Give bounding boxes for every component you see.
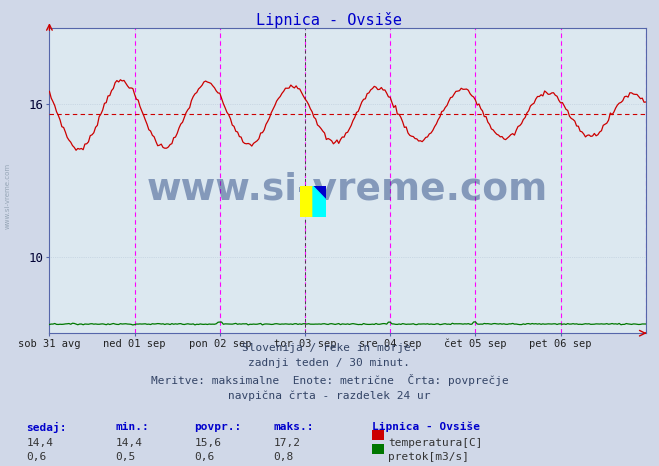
Text: temperatura[C]: temperatura[C]: [388, 438, 482, 448]
Text: 15,6: 15,6: [194, 438, 221, 448]
Text: maks.:: maks.:: [273, 422, 314, 432]
Text: 0,5: 0,5: [115, 452, 136, 462]
Text: 0,8: 0,8: [273, 452, 294, 462]
Text: zadnji teden / 30 minut.: zadnji teden / 30 minut.: [248, 358, 411, 368]
Polygon shape: [313, 186, 326, 217]
Text: www.si-vreme.com: www.si-vreme.com: [147, 172, 548, 208]
Text: povpr.:: povpr.:: [194, 422, 242, 432]
Text: Lipnica - Ovsiše: Lipnica - Ovsiše: [256, 12, 403, 27]
Polygon shape: [300, 186, 313, 217]
Text: pretok[m3/s]: pretok[m3/s]: [388, 452, 469, 462]
Polygon shape: [313, 186, 326, 217]
Text: min.:: min.:: [115, 422, 149, 432]
Text: Meritve: maksimalne  Enote: metrične  Črta: povprečje: Meritve: maksimalne Enote: metrične Črta…: [151, 374, 508, 386]
Text: Slovenija / reke in morje.: Slovenija / reke in morje.: [242, 343, 417, 352]
Text: www.si-vreme.com: www.si-vreme.com: [5, 163, 11, 229]
Text: Lipnica - Ovsiše: Lipnica - Ovsiše: [372, 422, 480, 432]
Text: sedaj:: sedaj:: [26, 422, 67, 433]
Text: 14,4: 14,4: [115, 438, 142, 448]
Text: navpična črta - razdelek 24 ur: navpična črta - razdelek 24 ur: [228, 390, 431, 401]
Text: 17,2: 17,2: [273, 438, 301, 448]
Text: 0,6: 0,6: [194, 452, 215, 462]
Text: 0,6: 0,6: [26, 452, 47, 462]
Text: 14,4: 14,4: [26, 438, 53, 448]
